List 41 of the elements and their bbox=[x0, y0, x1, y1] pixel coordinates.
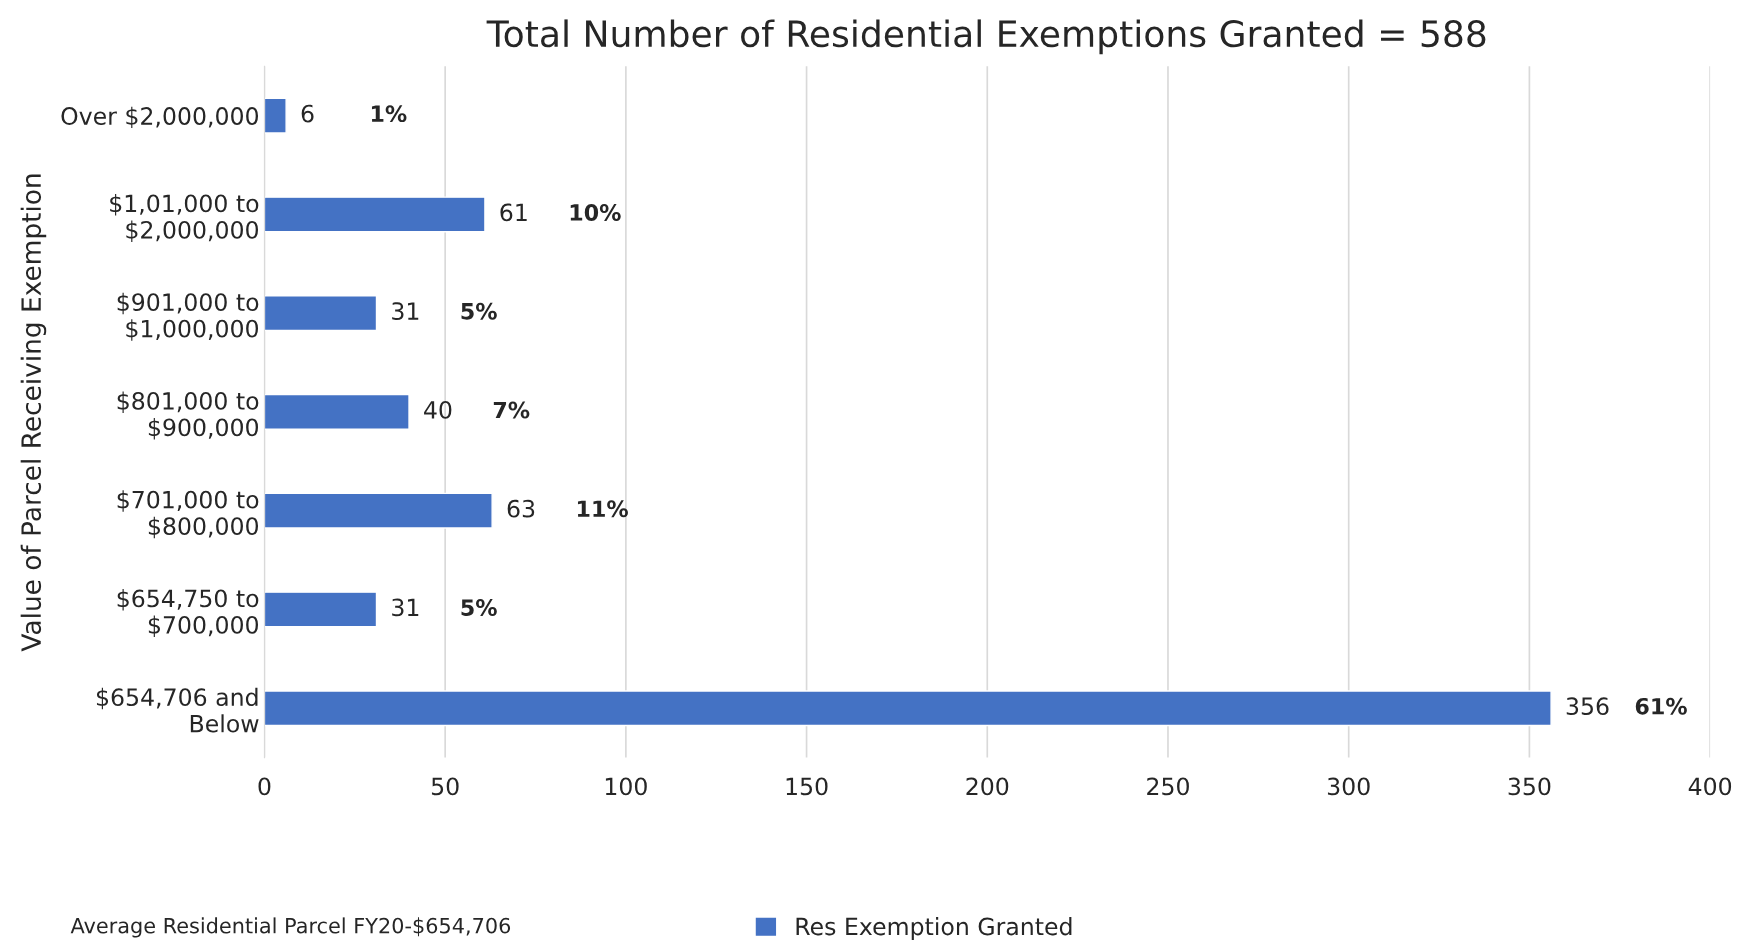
bar bbox=[264, 393, 410, 430]
y-tick-label: $654,750 to $700,000 bbox=[117, 589, 259, 637]
y-axis-title: Value of Parcel Receiving Exemption bbox=[20, 174, 47, 652]
data-label: 31 bbox=[392, 598, 419, 617]
annotation: 1% bbox=[371, 105, 407, 123]
x-tick-label: 150 bbox=[786, 777, 828, 796]
data-label: 40 bbox=[424, 400, 452, 419]
x-tick-label: 350 bbox=[1508, 777, 1551, 796]
legend-label: Res Exemption Granted bbox=[796, 917, 1072, 940]
annotation: 61% bbox=[1635, 697, 1687, 715]
annotation: 10% bbox=[570, 204, 621, 221]
annotation: 11% bbox=[577, 500, 628, 518]
bar bbox=[264, 97, 287, 134]
data-label: 31 bbox=[392, 302, 419, 321]
data-label: 356 bbox=[1566, 697, 1609, 716]
data-label: 61 bbox=[500, 203, 527, 222]
text: Average Residential Parcel FY20-$654,706 bbox=[70, 917, 511, 938]
annotation: 5% bbox=[461, 599, 497, 616]
bar bbox=[264, 492, 493, 529]
data-label: 63 bbox=[507, 499, 535, 518]
x-tick-label: 250 bbox=[1147, 777, 1189, 796]
x-tick-label: 50 bbox=[431, 777, 459, 796]
y-tick-label: $1,01,000 to $2,000,000 bbox=[110, 194, 259, 242]
annotation: 7% bbox=[493, 401, 530, 419]
x-tick-label: 100 bbox=[605, 777, 647, 796]
y-tick-label: $801,000 to $900,000 bbox=[117, 391, 259, 440]
x-tick-label: 200 bbox=[966, 777, 1009, 796]
bar bbox=[264, 196, 486, 233]
x-tick-label: 0 bbox=[258, 777, 271, 796]
bar bbox=[264, 295, 378, 332]
y-tick-label: $901,000 to $1,000,000 bbox=[117, 292, 259, 341]
bar bbox=[264, 591, 378, 628]
y-tick-label: Over $2,000,000 bbox=[61, 106, 259, 129]
data-label: 6 bbox=[301, 104, 314, 123]
chart-title: Total Number of Residential Exemptions Granted = 588 bbox=[486, 19, 1486, 55]
x-tick-label: 400 bbox=[1688, 777, 1732, 796]
y-tick-label: $701,000 to $800,000 bbox=[117, 490, 259, 539]
y-tick-label: $654,706 and Below bbox=[96, 687, 259, 733]
x-tick-label: 300 bbox=[1327, 777, 1370, 796]
bar bbox=[264, 690, 1552, 727]
annotation: 5% bbox=[461, 302, 497, 320]
